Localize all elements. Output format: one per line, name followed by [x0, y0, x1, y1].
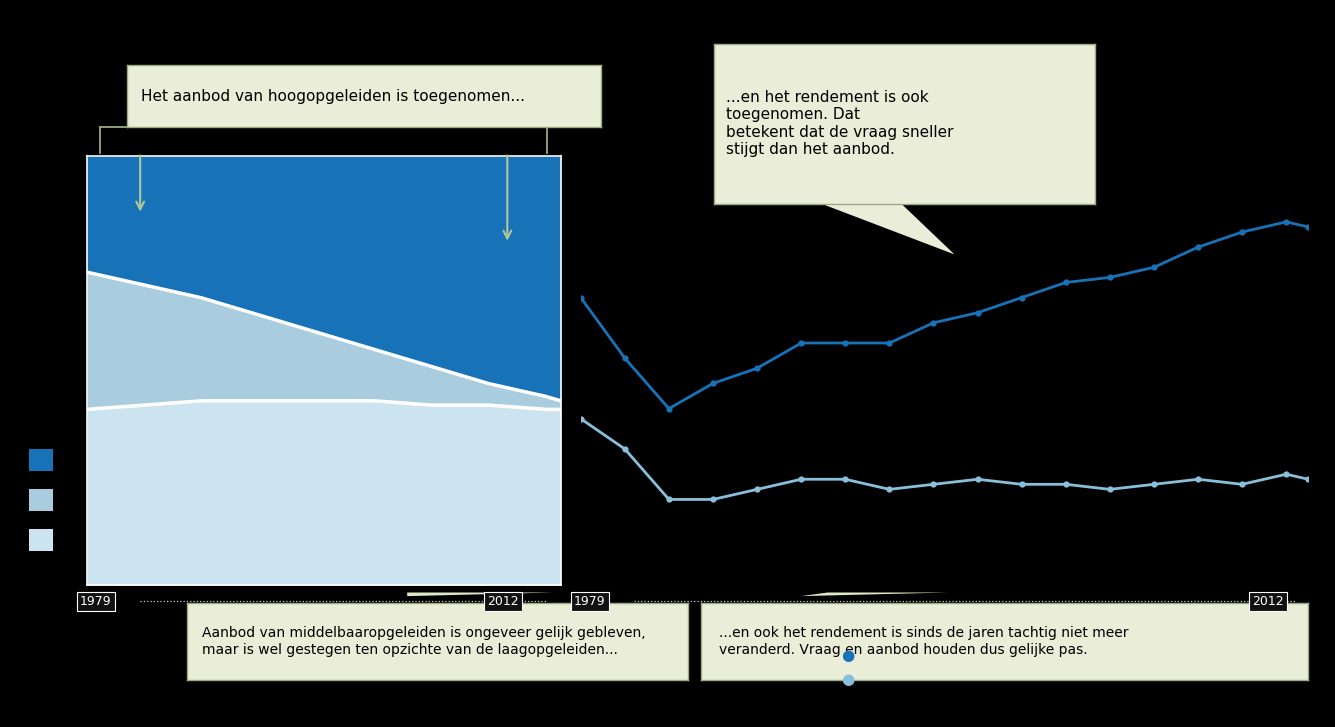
Polygon shape [407, 593, 554, 596]
Text: Aanbod van middelbaaropgeleiden is ongeveer gelijk gebleven,
maar is wel gestege: Aanbod van middelbaaropgeleiden is ongev… [202, 627, 646, 656]
Text: ...en het rendement is ook
toegenomen. Dat
betekent dat de vraag sneller
stijgt : ...en het rendement is ook toegenomen. D… [726, 90, 953, 157]
Text: 1979: 1979 [80, 595, 112, 608]
Text: ●: ● [841, 672, 854, 687]
Polygon shape [801, 593, 948, 596]
Text: ...en ook het rendement is sinds de jaren tachtig niet meer
veranderd. Vraag en : ...en ook het rendement is sinds de jare… [720, 627, 1128, 656]
Polygon shape [821, 204, 955, 254]
Text: 2012: 2012 [1252, 595, 1284, 608]
Text: 1979: 1979 [574, 595, 606, 608]
Text: Het aanbod van hoogopgeleiden is toegenomen...: Het aanbod van hoogopgeleiden is toegeno… [142, 89, 525, 104]
Text: ●: ● [841, 648, 854, 663]
Text: 2012: 2012 [487, 595, 519, 608]
